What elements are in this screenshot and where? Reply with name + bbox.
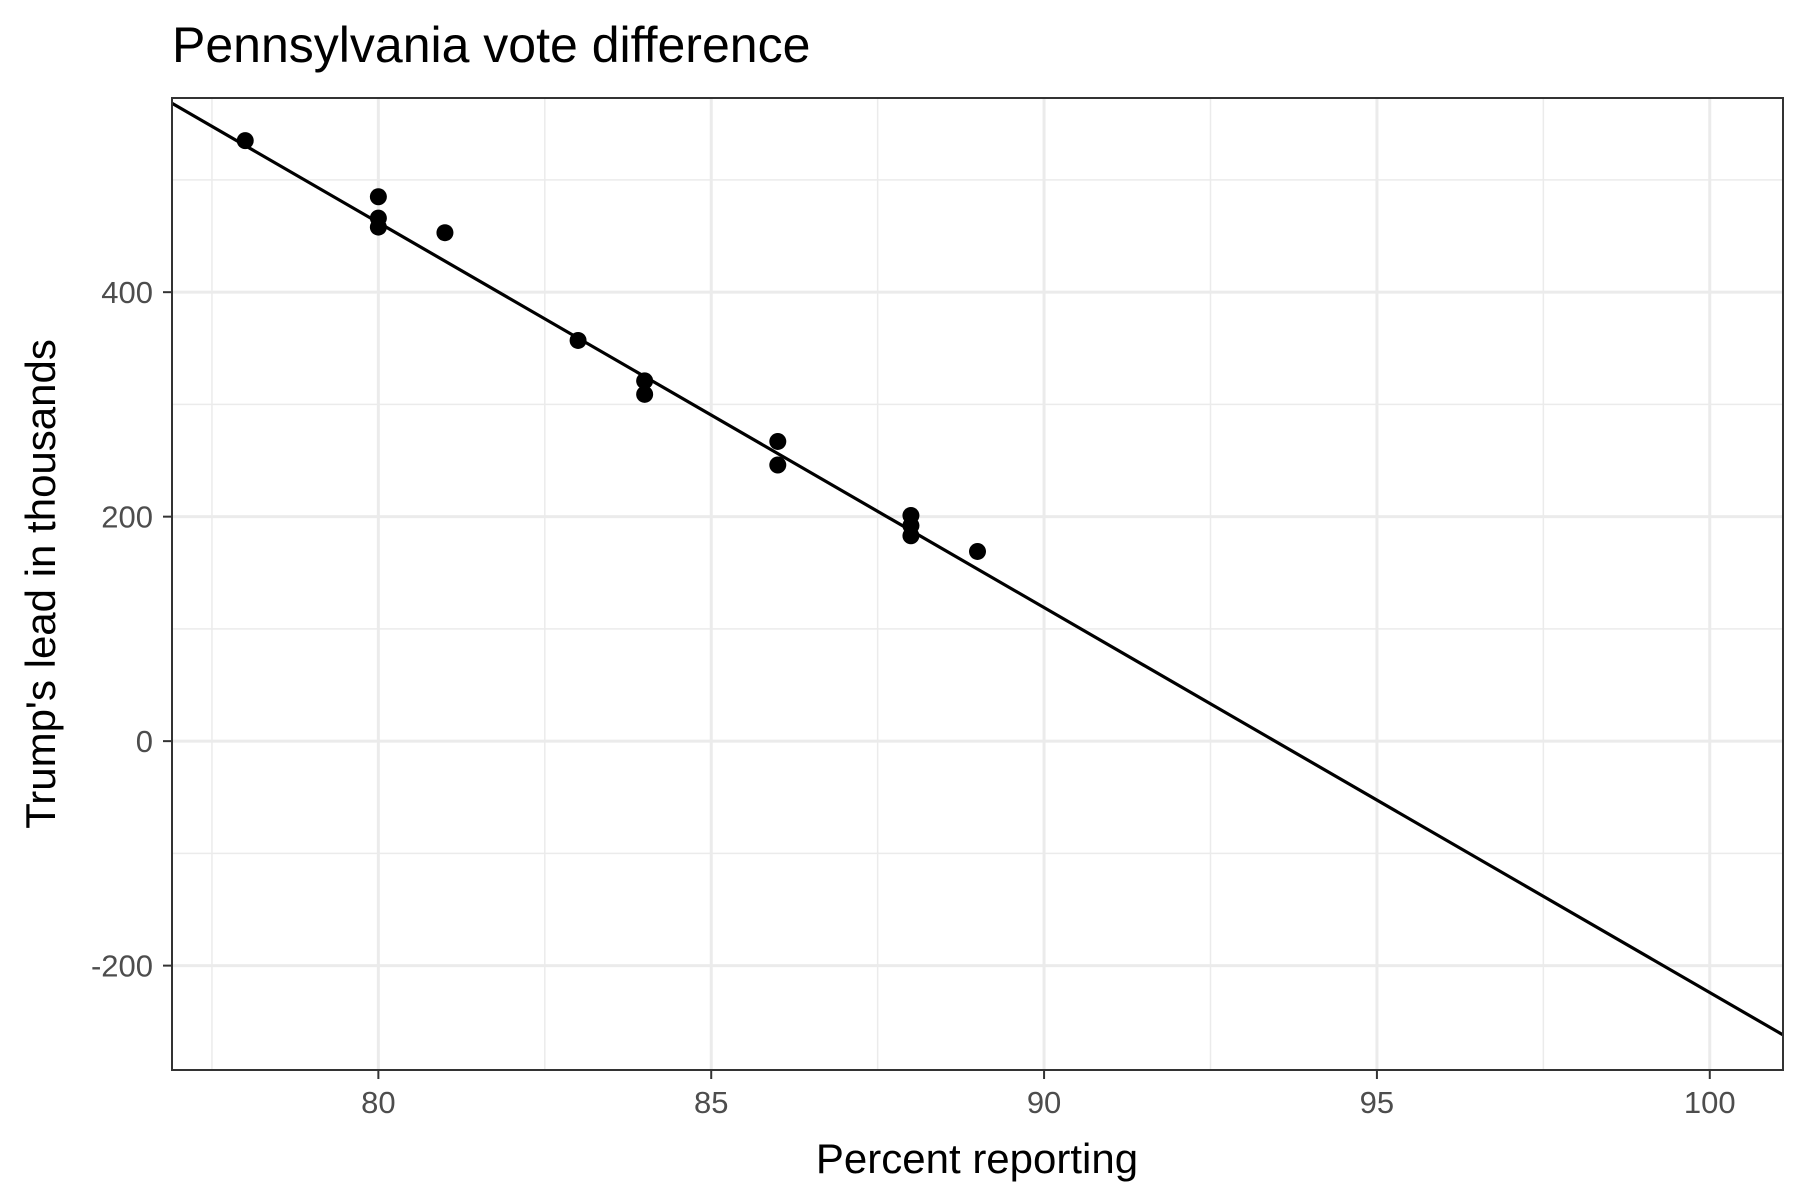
x-tick-label: 100 <box>1684 1085 1736 1120</box>
x-axis-title: Percent reporting <box>816 1135 1138 1182</box>
data-point <box>902 527 920 545</box>
data-point <box>569 331 587 349</box>
y-tick-label: 200 <box>101 500 153 535</box>
x-tick-label: 85 <box>694 1085 728 1120</box>
panel-border <box>171 97 1784 1071</box>
chart-title: Pennsylvania vote difference <box>172 17 810 73</box>
y-axis: -200 0 200 400 <box>91 275 172 984</box>
data-point <box>236 132 254 150</box>
data-point <box>369 188 387 206</box>
x-tick-label: 80 <box>361 1085 395 1120</box>
x-tick-label: 95 <box>1360 1085 1394 1120</box>
data-point <box>369 218 387 236</box>
fit-line <box>171 101 1784 1037</box>
data-point <box>436 224 454 242</box>
y-axis-title: Trump's lead in thousands <box>17 339 64 829</box>
grid <box>172 98 1783 1070</box>
y-tick-label: -200 <box>91 949 153 984</box>
data-point <box>769 456 787 474</box>
data-point <box>636 385 654 403</box>
x-tick-label: 90 <box>1027 1085 1061 1120</box>
y-tick-label: 0 <box>136 724 153 759</box>
data-point <box>769 432 787 450</box>
fit-line-layer <box>171 101 1784 1037</box>
data-point <box>969 542 986 560</box>
y-tick-label: 400 <box>101 275 153 310</box>
points-layer <box>236 132 986 560</box>
data-point <box>636 372 654 390</box>
x-axis: 80 85 90 95 100 <box>361 1070 1736 1120</box>
